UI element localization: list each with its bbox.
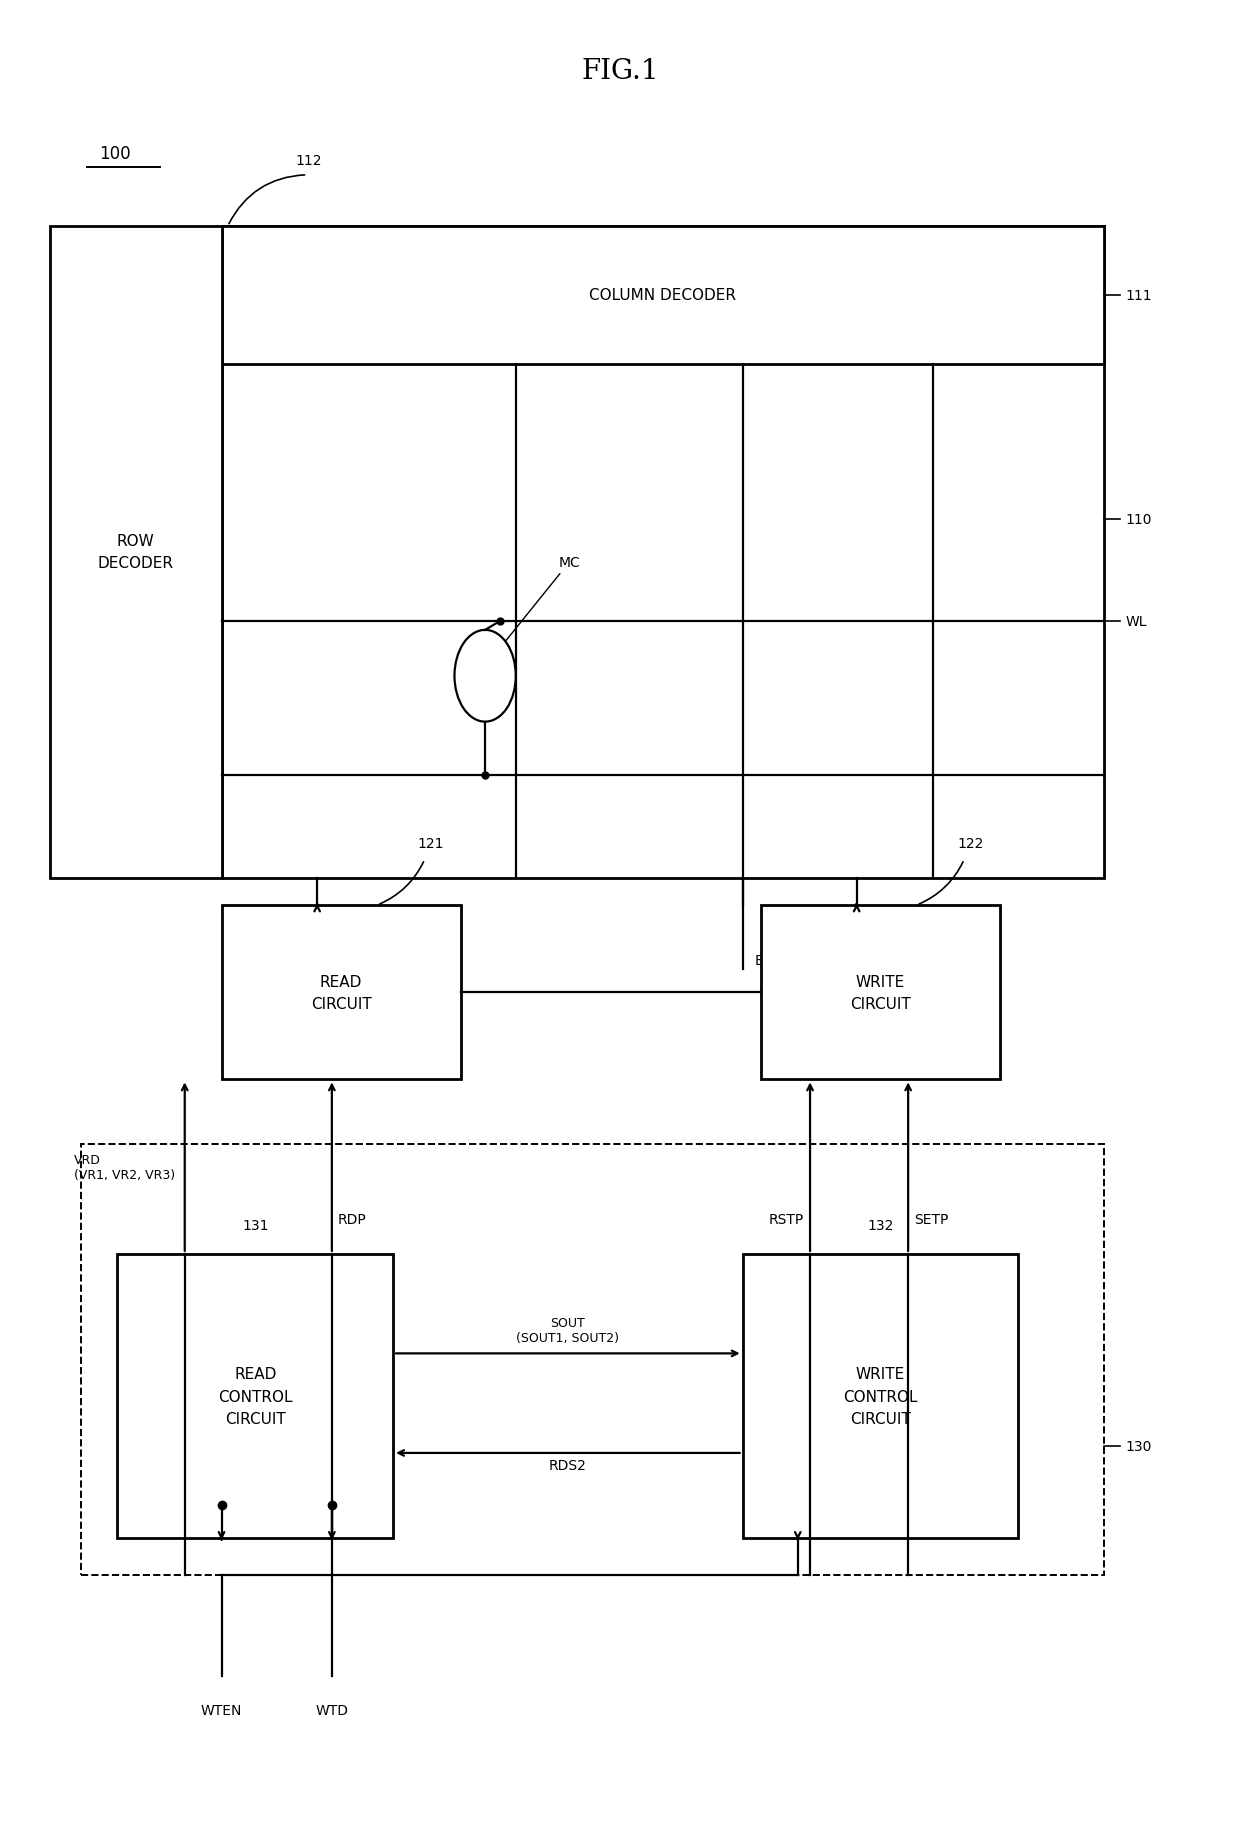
Text: VRD
(VR1, VR2, VR3): VRD (VR1, VR2, VR3) (74, 1153, 176, 1181)
Text: 100: 100 (99, 144, 130, 163)
Text: WTD: WTD (315, 1704, 348, 1717)
Text: READ
CIRCUIT: READ CIRCUIT (311, 974, 372, 1011)
FancyBboxPatch shape (81, 1144, 1105, 1574)
Text: RSTP: RSTP (769, 1212, 804, 1227)
Text: 122: 122 (957, 837, 983, 850)
Text: ROW
DECODER: ROW DECODER (98, 534, 174, 571)
Text: WTEN: WTEN (201, 1704, 242, 1717)
Text: 112: 112 (295, 155, 321, 168)
FancyBboxPatch shape (50, 227, 222, 878)
Text: 111: 111 (1125, 288, 1152, 303)
Text: 110: 110 (1125, 514, 1152, 527)
Text: MC: MC (505, 556, 580, 641)
FancyBboxPatch shape (761, 906, 1001, 1079)
Text: 130: 130 (1125, 1440, 1152, 1453)
FancyBboxPatch shape (222, 227, 1105, 364)
Text: COLUMN DECODER: COLUMN DECODER (589, 288, 737, 303)
Text: 131: 131 (242, 1218, 269, 1233)
Text: BL: BL (755, 954, 773, 968)
Text: READ
CONTROL
CIRCUIT: READ CONTROL CIRCUIT (218, 1368, 293, 1427)
Text: WRITE
CONTROL
CIRCUIT: WRITE CONTROL CIRCUIT (843, 1368, 918, 1427)
Text: RDS2: RDS2 (549, 1458, 587, 1473)
Text: 121: 121 (418, 837, 444, 850)
Text: FIG.1: FIG.1 (582, 57, 658, 85)
FancyBboxPatch shape (743, 1255, 1018, 1538)
Text: SETP: SETP (914, 1212, 949, 1227)
Text: 132: 132 (867, 1218, 894, 1233)
FancyBboxPatch shape (222, 906, 460, 1079)
FancyBboxPatch shape (118, 1255, 393, 1538)
Text: SOUT
(SOUT1, SOUT2): SOUT (SOUT1, SOUT2) (516, 1316, 620, 1345)
Text: WL: WL (1125, 614, 1147, 628)
FancyBboxPatch shape (222, 227, 1105, 878)
Text: WRITE
CIRCUIT: WRITE CIRCUIT (851, 974, 911, 1011)
Text: RDP: RDP (339, 1212, 367, 1227)
